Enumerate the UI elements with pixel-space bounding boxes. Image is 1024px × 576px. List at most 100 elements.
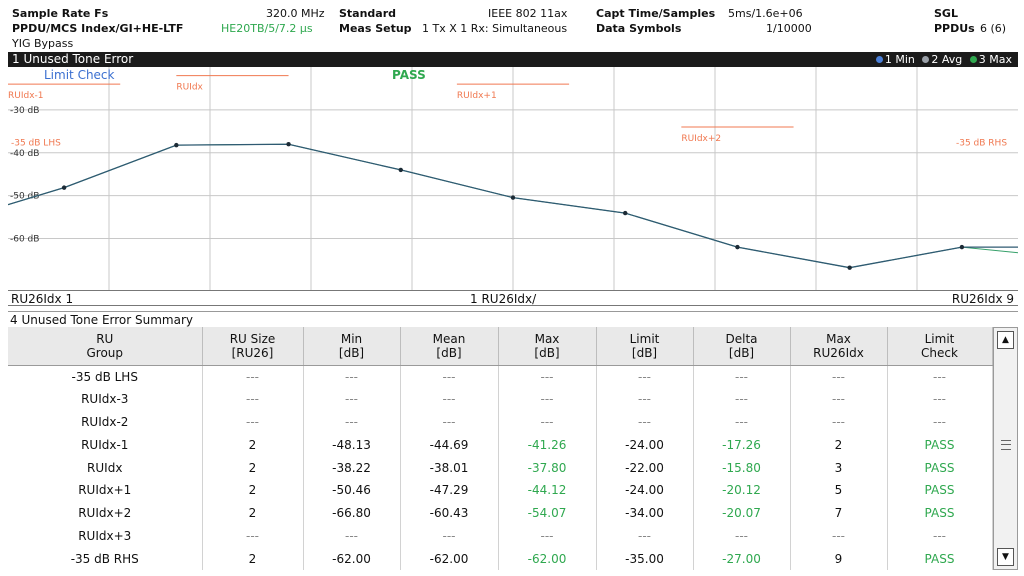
- table-cell: ---: [596, 410, 694, 434]
- trace-title-bar[interactable]: 1 Unused Tone Error 1 Min 2 Avg 3 Max: [8, 52, 1018, 67]
- column-header[interactable]: Mean [dB]: [400, 327, 499, 366]
- table-header-row: RU Group RU Size [RU26] Min [dB] Mean [dB] Max [d…: [8, 327, 993, 366]
- y-tick-label: -60 dB: [10, 235, 39, 245]
- table-cell: ---: [790, 524, 888, 548]
- plot-canvas: -30 dB -40 dB -50 dB -60 dB RUIdx-1 RUIdx RUId…: [8, 67, 1018, 290]
- table-cell: PASS: [887, 547, 993, 571]
- data-point: [398, 167, 403, 173]
- column-header-line: Limit: [924, 331, 955, 346]
- table-cell: RUIdx+1: [8, 478, 203, 502]
- capt-time-value: 5ms/1.6e+06: [728, 7, 803, 20]
- table-cell: RUIdx+2: [8, 501, 203, 525]
- table-row[interactable]: -35 dB LHS --- --- --- --- --- --- --- ---: [8, 365, 993, 388]
- column-header-line: [dB]: [436, 345, 462, 360]
- table-cell: RUIdx: [8, 456, 203, 479]
- table-cell: ---: [400, 365, 499, 388]
- table-cell: ---: [498, 365, 597, 388]
- table-row[interactable]: RUIdx-1 2 -48.13 -44.69 -41.26 -24.00 -17.26 2 P…: [8, 433, 993, 457]
- column-header[interactable]: Max RU26Idx: [790, 327, 888, 366]
- table-cell: ---: [400, 524, 499, 548]
- table-cell: -38.22: [303, 456, 401, 479]
- table-row[interactable]: RUIdx+2 2 -66.80 -60.43 -54.07 -34.00 -20.07 7 P…: [8, 501, 993, 525]
- sweep-mode-badge: SGL: [934, 7, 958, 20]
- table-cell: 2: [202, 456, 304, 479]
- table-cell: 2: [202, 547, 304, 571]
- column-header[interactable]: Limit [dB]: [596, 327, 694, 366]
- data-point: [959, 244, 965, 250]
- limit-label: RUIdx+1: [457, 91, 497, 101]
- table-cell: PASS: [887, 478, 993, 502]
- table-cell: -35 dB LHS: [8, 365, 203, 388]
- table-cell: -24.00: [596, 433, 694, 457]
- table-cell: ---: [596, 524, 694, 548]
- column-header-line: Check: [921, 345, 958, 360]
- table-cell: ---: [202, 387, 304, 411]
- measurement-header: Sample Rate Fs 320.0 MHz Standard IEEE 8…: [8, 2, 1018, 52]
- data-point: [847, 265, 852, 270]
- table-cell: ---: [693, 387, 791, 411]
- data-symbols-label: Data Symbols: [596, 22, 682, 35]
- unused-tone-error-plot[interactable]: -30 dB -40 dB -50 dB -60 dB RUIdx-1 RUIdx RUId…: [8, 67, 1018, 290]
- column-header[interactable]: Delta [dB]: [693, 327, 791, 366]
- table-row[interactable]: -35 dB RHS 2 -62.00 -62.00 -62.00 -35.00 -27.0…: [8, 547, 993, 571]
- table-row[interactable]: RUIdx 2 -38.22 -38.01 -37.80 -22.00 -15.80 3 PAS…: [8, 456, 993, 479]
- summary-table: RU Group RU Size [RU26] Min [dB] Mean [dB] Max [d…: [8, 327, 993, 571]
- column-header-line: Limit: [629, 331, 660, 346]
- table-cell: RUIdx-1: [8, 433, 203, 457]
- table-row[interactable]: RUIdx+3 --- --- --- --- --- --- --- ---: [8, 524, 993, 548]
- table-cell: RUIdx+3: [8, 524, 203, 548]
- table-cell: ---: [887, 410, 993, 434]
- ppdu-label: PPDU/MCS Index/GI+HE-LTF: [12, 22, 184, 35]
- table-cell: -66.80: [303, 501, 401, 525]
- table-row[interactable]: RUIdx+1 2 -50.46 -47.29 -44.12 -24.00 -20.12 5 P…: [8, 478, 993, 502]
- limit-check-result: PASS: [392, 68, 426, 82]
- table-cell: -62.00: [303, 547, 401, 571]
- table-cell: ---: [693, 524, 791, 548]
- table-cell: 7: [790, 501, 888, 525]
- yig-bypass-label: YIG Bypass: [12, 37, 74, 50]
- column-header-line: RU Size: [229, 331, 276, 346]
- legend-item: 1 Min: [884, 53, 915, 66]
- column-header[interactable]: Max [dB]: [498, 327, 597, 366]
- table-cell: ---: [790, 410, 888, 434]
- column-header[interactable]: RU Size [RU26]: [202, 327, 304, 366]
- limit-check-label: Limit Check: [44, 68, 115, 82]
- sample-rate-value: 320.0 MHz: [266, 7, 325, 20]
- table-cell: 2: [202, 433, 304, 457]
- table-cell: PASS: [887, 456, 993, 479]
- scroll-down-icon[interactable]: ▼: [997, 548, 1014, 566]
- column-header-line: Mean: [432, 331, 466, 346]
- table-cell: ---: [202, 365, 304, 388]
- table-cell: ---: [303, 410, 401, 434]
- table-cell: ---: [596, 387, 694, 411]
- table-row[interactable]: RUIdx-3 --- --- --- --- --- --- --- ---: [8, 387, 993, 411]
- column-header-line: RU26Idx: [813, 345, 864, 360]
- scroll-grip-icon[interactable]: [1001, 440, 1011, 450]
- table-cell: -20.07: [693, 501, 791, 525]
- ppdus-label: PPDUs: [934, 22, 975, 35]
- table-cell: -48.13: [303, 433, 401, 457]
- column-header[interactable]: Min [dB]: [303, 327, 401, 366]
- table-cell: ---: [498, 524, 597, 548]
- table-cell: ---: [400, 410, 499, 434]
- scroll-up-icon[interactable]: ▲: [997, 331, 1014, 349]
- table-cell: ---: [202, 524, 304, 548]
- table-cell: 9: [790, 547, 888, 571]
- table-cell: PASS: [887, 433, 993, 457]
- table-cell: -50.46: [303, 478, 401, 502]
- table-cell: -47.29: [400, 478, 499, 502]
- column-header[interactable]: RU Group: [8, 327, 203, 366]
- table-body: -35 dB LHS --- --- --- --- --- --- --- --- RUIdx-…: [8, 365, 993, 571]
- table-cell: ---: [303, 365, 401, 388]
- table-cell: 2: [202, 501, 304, 525]
- table-scrollbar[interactable]: ▲ ▼: [993, 327, 1018, 570]
- column-header[interactable]: Limit Check: [887, 327, 993, 366]
- table-cell: ---: [790, 387, 888, 411]
- x-axis-start: RU26Idx 1: [11, 292, 74, 306]
- limit-label: RUIdx-1: [8, 91, 44, 101]
- table-row[interactable]: RUIdx-2 --- --- --- --- --- --- --- ---: [8, 410, 993, 434]
- table-cell: -20.12: [693, 478, 791, 502]
- table-cell: -37.80: [498, 456, 597, 479]
- table-cell: -41.26: [498, 433, 597, 457]
- trace-2-dot-icon: [922, 56, 930, 63]
